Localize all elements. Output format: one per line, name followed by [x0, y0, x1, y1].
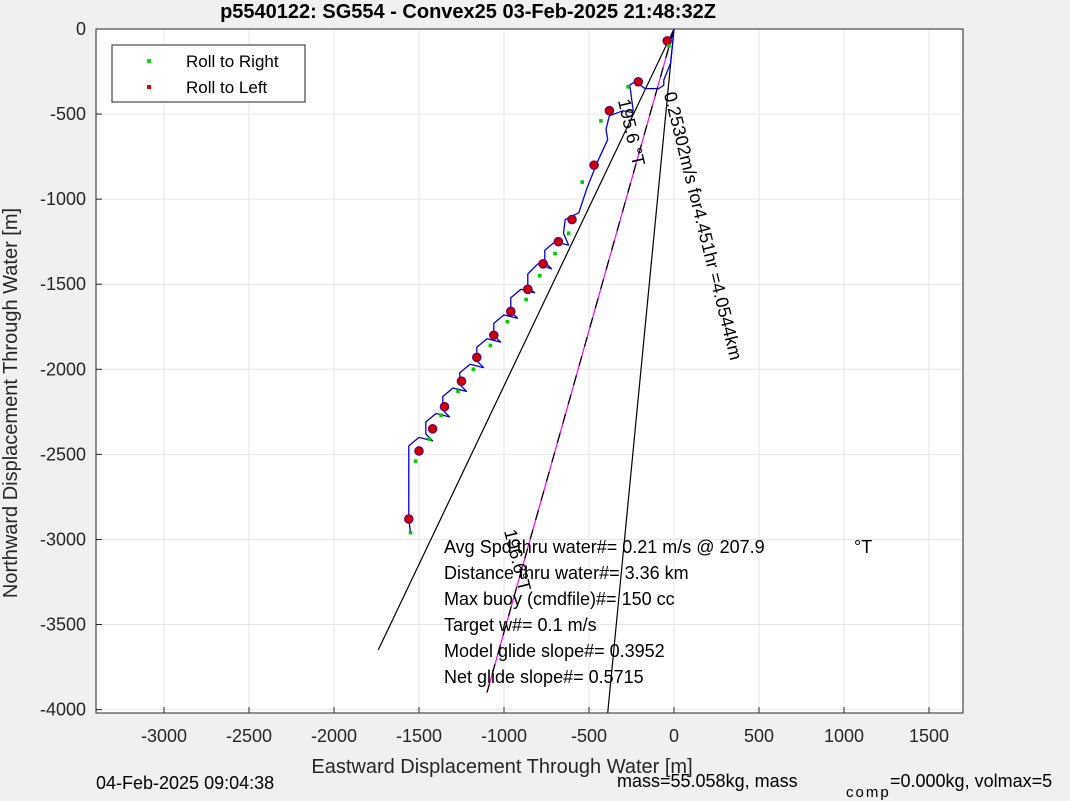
stats-line-avg-speed: Avg Spd thru water#= 0.21 m/s @ 207.9	[444, 537, 765, 557]
x-tick-label: -1500	[396, 726, 442, 746]
reference-line-1	[377, 28, 675, 651]
y-tick-label: -1500	[40, 274, 86, 294]
legend-label-roll-right: Roll to Right	[186, 52, 279, 71]
roll-right-point	[553, 251, 557, 256]
y-tick-label: -3000	[40, 529, 86, 549]
legend-marker-roll-left	[147, 85, 151, 89]
stats-text-box: Avg Spd thru water#= 0.21 m/s @ 207.9 °T…	[444, 537, 872, 687]
y-tick-label: -3500	[40, 615, 86, 635]
x-axis-ticks: -3000 -2500 -2000 -1500 -1000 -500 0 500 1000 150…	[141, 707, 949, 746]
y-tick-label: -500	[50, 104, 86, 124]
footer-mass-subscript: comp	[846, 784, 891, 801]
stats-line-max-buoy: Max buoy (cmdfile)#= 150 cc	[444, 589, 675, 609]
roll-left-point	[633, 76, 644, 87]
reference-line-3	[486, 28, 675, 693]
plot-area	[96, 29, 963, 713]
roll-left-point	[604, 105, 615, 116]
roll-left-point	[553, 236, 564, 247]
x-tick-label: -1000	[481, 726, 527, 746]
stats-degree-unit: °T	[854, 537, 872, 557]
y-axis-ticks: 0 -500 -1000 -1500 -2000 -2500 -3000 -3500 -4000	[40, 19, 102, 720]
roll-left-point	[456, 376, 467, 387]
roll-right-point	[413, 459, 418, 463]
x-tick-label: -500	[571, 726, 607, 746]
roll-left-point	[538, 259, 548, 269]
legend-box	[111, 44, 306, 103]
stats-line-net-glide: Net glide slope#= 0.5715	[444, 667, 644, 687]
x-tick-label: 1500	[909, 726, 949, 746]
y-tick-label: -2000	[40, 359, 86, 379]
x-tick-label: -2500	[226, 726, 272, 746]
x-tick-label: 1000	[824, 726, 864, 746]
y-tick-label: -1000	[40, 189, 86, 209]
legend-marker-roll-right	[147, 59, 151, 63]
footer-mass-prefix: mass=55.058kg, mass	[617, 771, 798, 791]
roll-right-point	[439, 413, 443, 418]
plot-frame	[95, 28, 964, 714]
footer-mass-suffix: =0.000kg, volmax=5	[890, 771, 1052, 791]
roll-right-point	[580, 180, 584, 184]
y-axis-label: Northward Displacement Through Water [m]	[0, 208, 22, 598]
y-tick-label: 0	[76, 19, 86, 39]
x-tick-label: 0	[669, 726, 679, 746]
roll-right-point	[524, 297, 528, 302]
roll-left-point	[505, 306, 516, 317]
chart-title: p5540122: SG554 - Convex25 03-Feb-2025 2…	[220, 1, 716, 23]
x-tick-label: 500	[744, 726, 774, 746]
roll-left-point	[427, 424, 438, 434]
roll-markers	[403, 36, 672, 535]
roll-right-point	[488, 343, 493, 348]
roll-right-point	[427, 437, 431, 441]
roll-left-point	[471, 352, 482, 363]
stats-line-model-glide: Model glide slope#= 0.3952	[444, 641, 665, 661]
stats-line-target-w: Target w#= 0.1 m/s	[444, 615, 597, 635]
roll-left-point	[662, 36, 672, 46]
x-tick-label: -3000	[141, 726, 187, 746]
roll-left-point	[414, 446, 424, 456]
stats-line-distance: Distance thru water#= 3.36 km	[444, 563, 689, 583]
roll-right-point	[471, 367, 476, 372]
legend: Roll to Right Roll to Left	[111, 44, 306, 103]
x-axis-label: Eastward Displacement Through Water [m]	[311, 756, 692, 778]
footer-timestamp: 04-Feb-2025 09:04:38	[96, 773, 274, 793]
roll-right-point	[566, 231, 571, 235]
roll-left-point	[522, 284, 533, 295]
roll-right-point	[456, 389, 460, 394]
y-tick-label: -4000	[40, 700, 86, 720]
legend-label-roll-left: Roll to Left	[186, 78, 268, 97]
roll-right-point	[505, 319, 510, 324]
roll-left-point	[589, 160, 599, 170]
reference-lines	[377, 28, 675, 714]
x-tick-label: -2000	[311, 726, 357, 746]
roll-left-point	[488, 330, 499, 341]
reference-line-4	[607, 28, 675, 714]
roll-left-point	[567, 214, 577, 225]
roll-left-point	[403, 514, 414, 524]
roll-right-point	[408, 530, 413, 535]
roll-left-point	[439, 401, 450, 412]
roll-right-point	[537, 273, 542, 278]
y-tick-label: -2500	[40, 444, 86, 464]
roll-right-point	[667, 44, 671, 48]
roll-right-point	[599, 119, 603, 123]
roll-right-point	[626, 85, 630, 89]
footer-mass-info: mass=55.058kg, mass comp =0.000kg, volma…	[617, 771, 1052, 801]
